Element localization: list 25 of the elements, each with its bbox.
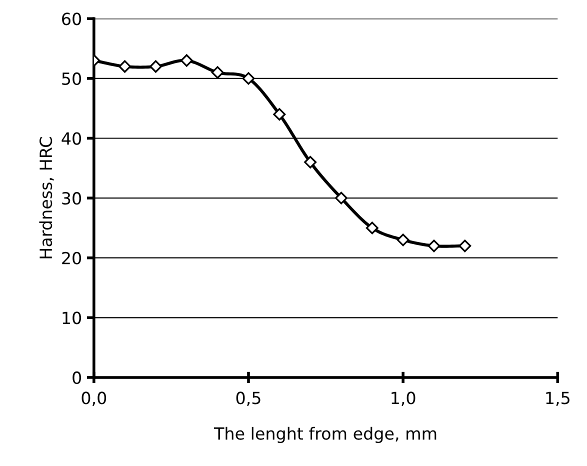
y-tick-label: 40 — [62, 132, 82, 145]
point — [396, 234, 410, 246]
point — [273, 108, 286, 121]
y-tick-label: 60 — [62, 12, 82, 26]
x-axis-title: The lenght from edge, mm — [214, 426, 436, 444]
point — [304, 156, 317, 168]
y-tick-label: 0 — [72, 371, 82, 384]
point — [150, 60, 162, 73]
x-tick-label: 1,0 — [392, 392, 416, 406]
point — [242, 72, 255, 85]
x-tick-label: 0,5 — [236, 392, 260, 406]
point — [180, 54, 193, 67]
y-tick-label: 30 — [62, 192, 82, 205]
y-tick-label: 50 — [62, 72, 82, 86]
y-axis-title: Hardness, HRC — [39, 137, 54, 258]
y-tick-label: 10 — [62, 312, 82, 324]
point — [458, 240, 472, 252]
point — [366, 222, 378, 234]
x-tick-label: 0,0 — [82, 392, 106, 406]
point — [118, 60, 132, 73]
point — [211, 66, 224, 79]
x-tick-label: 1,5 — [546, 392, 570, 406]
y-tick-label: 20 — [62, 252, 82, 264]
point — [335, 192, 348, 204]
point — [428, 240, 440, 252]
